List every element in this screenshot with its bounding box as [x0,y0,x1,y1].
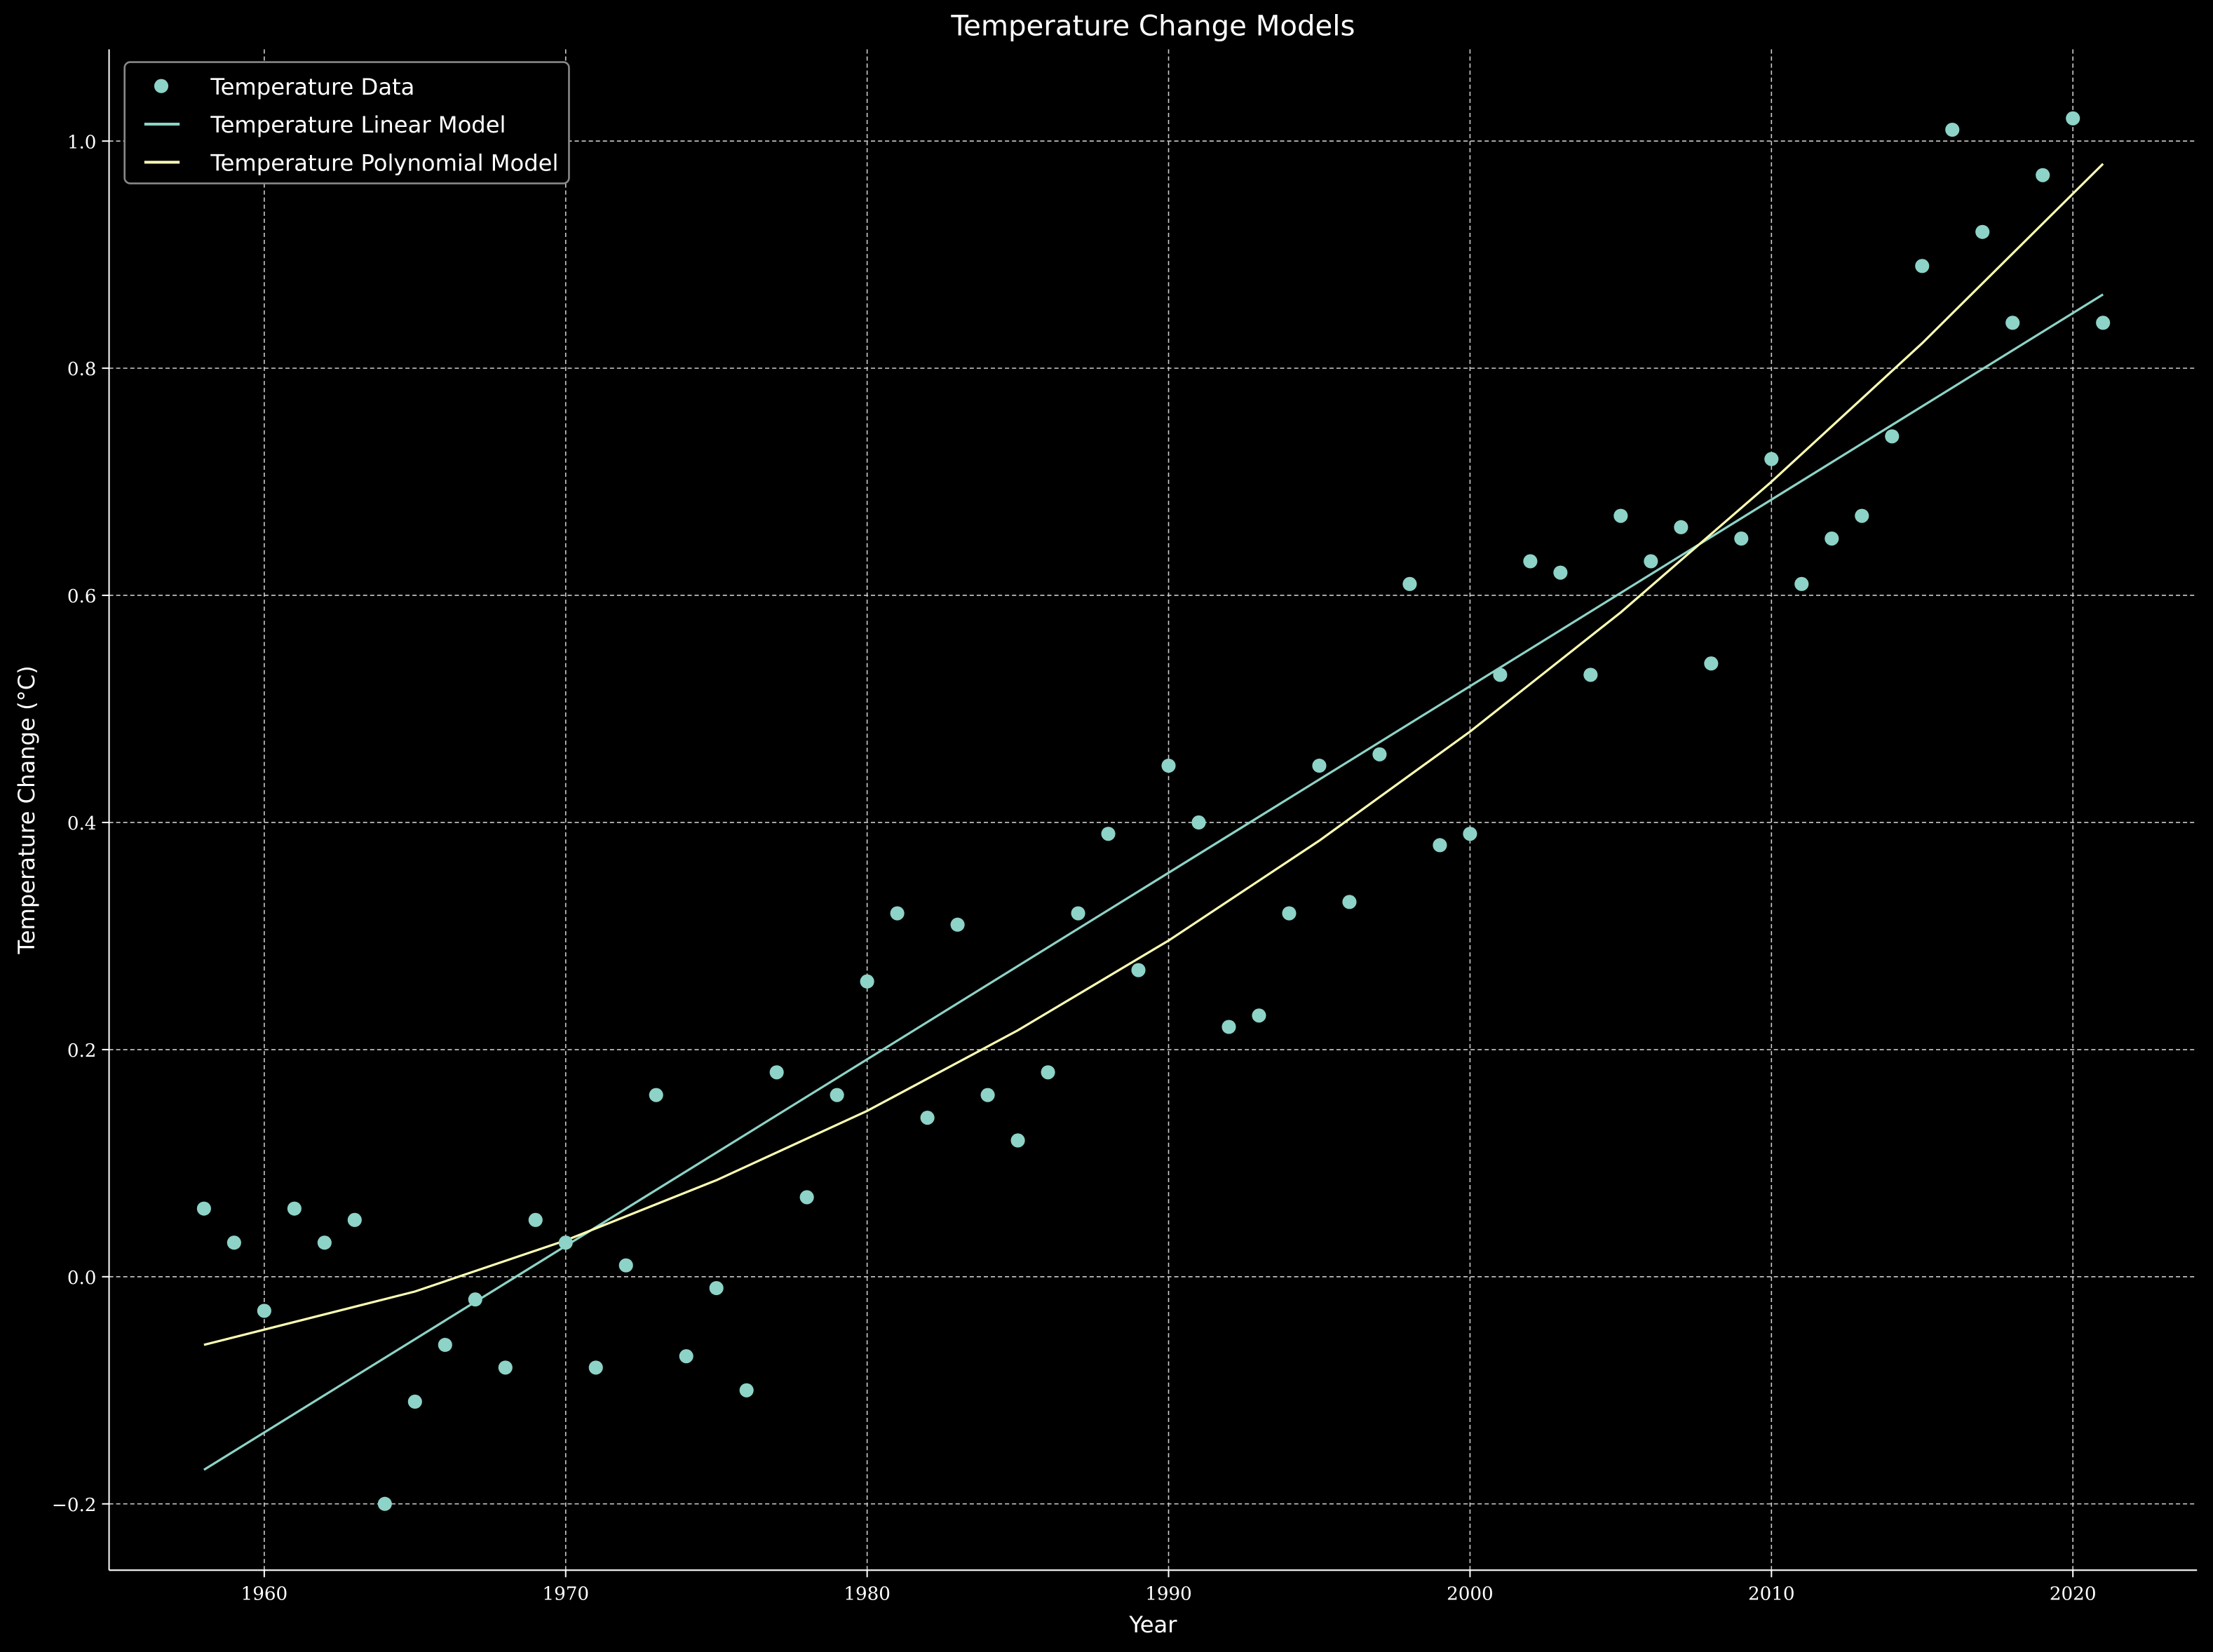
data-point [799,1190,814,1205]
data-point [1221,1020,1236,1034]
data-point [377,1496,392,1511]
data-point [1402,576,1417,591]
data-point [226,1235,241,1250]
data-point [317,1235,332,1250]
legend-label-data: Temperature Data [210,74,414,100]
y-tick-label: 0.8 [67,359,97,380]
x-tick-label: 1960 [241,1584,288,1605]
data-point [1010,1133,1025,1148]
linear-model-line [203,293,2104,1471]
data-point [679,1349,693,1364]
ticks: 1960 1970 1980 1990 2000 2010 2020 −0.2 0.0 0.2 0.… [52,132,2097,1605]
data-point [920,1111,935,1125]
data-point [1191,815,1206,830]
data-point [1644,554,1658,569]
data-point [1071,906,1085,921]
x-tick-label: 1990 [1145,1584,1192,1605]
y-tick-label: 0.6 [67,586,97,607]
data-point [498,1360,513,1375]
data-point [1734,532,1749,546]
y-tick-label: 0.4 [67,813,97,834]
data-point [1975,224,1990,239]
data-point [1613,508,1628,523]
data-point [618,1258,633,1273]
data-point [1282,906,1297,921]
data-point [769,1065,784,1080]
data-point [1372,747,1387,761]
data-point [1885,429,1900,444]
data-point [1855,508,1869,523]
data-point [1312,758,1327,773]
data-point [1915,259,1930,273]
data-point [1704,656,1719,671]
data-point [2005,316,2020,330]
data-point [1463,827,1477,841]
data-point [830,1088,844,1102]
data-point [1252,1008,1266,1023]
data-point [709,1280,724,1296]
data-point [1041,1065,1055,1080]
data-point [468,1292,482,1307]
data-point [287,1201,302,1216]
data-point [528,1212,543,1227]
x-tick-label: 2010 [1748,1584,1795,1605]
data-point [890,906,905,921]
data-point [2096,316,2111,330]
x-tick-label: 1980 [844,1584,891,1605]
data-point [407,1394,422,1409]
data-point [1794,576,1809,591]
x-axis-label: Year [1128,1611,1177,1638]
data-point [1523,554,1538,569]
legend-label-polynomial: Temperature Polynomial Model [210,149,558,176]
x-tick-label: 2020 [2050,1584,2097,1605]
data-point [1493,668,1508,682]
y-tick-label: 0.2 [67,1041,97,1062]
data-point [649,1088,663,1102]
data-point [860,974,874,989]
data-point [1553,565,1568,580]
data-point [347,1212,362,1227]
y-tick-label: −0.2 [52,1495,96,1516]
x-tick-label: 2000 [1447,1584,1494,1605]
data-point [1583,668,1598,682]
data-point [257,1304,271,1318]
legend-label-linear: Temperature Linear Model [210,111,506,138]
data-point [1825,532,1839,546]
y-tick-label: 1.0 [67,132,97,153]
data-point [980,1088,995,1102]
data-point [1674,520,1688,534]
y-tick-label: 0.0 [67,1268,97,1289]
data-point [1131,963,1146,977]
data-point [1433,838,1447,853]
data-point [588,1360,603,1375]
data-point [438,1337,452,1353]
plot-area [196,111,2111,1511]
data-point [950,917,965,932]
data-point [1342,895,1357,909]
legend-frame [123,61,570,184]
data-point [1764,452,1779,466]
legend-marker-data [154,79,169,93]
chart-title: Temperature Change Models [950,10,1355,42]
x-tick-label: 1970 [542,1584,589,1605]
data-point [1945,122,1960,137]
legend: Temperature Data Temperature Linear Mode… [123,61,570,184]
data-point [1161,758,1176,773]
data-point [558,1235,573,1250]
data-point [196,1201,211,1216]
y-axis-label: Temperature Change (°C) [13,665,40,954]
data-point [2036,168,2050,182]
data-point [1101,827,1116,841]
data-point [2066,111,2080,126]
data-point [739,1383,754,1397]
